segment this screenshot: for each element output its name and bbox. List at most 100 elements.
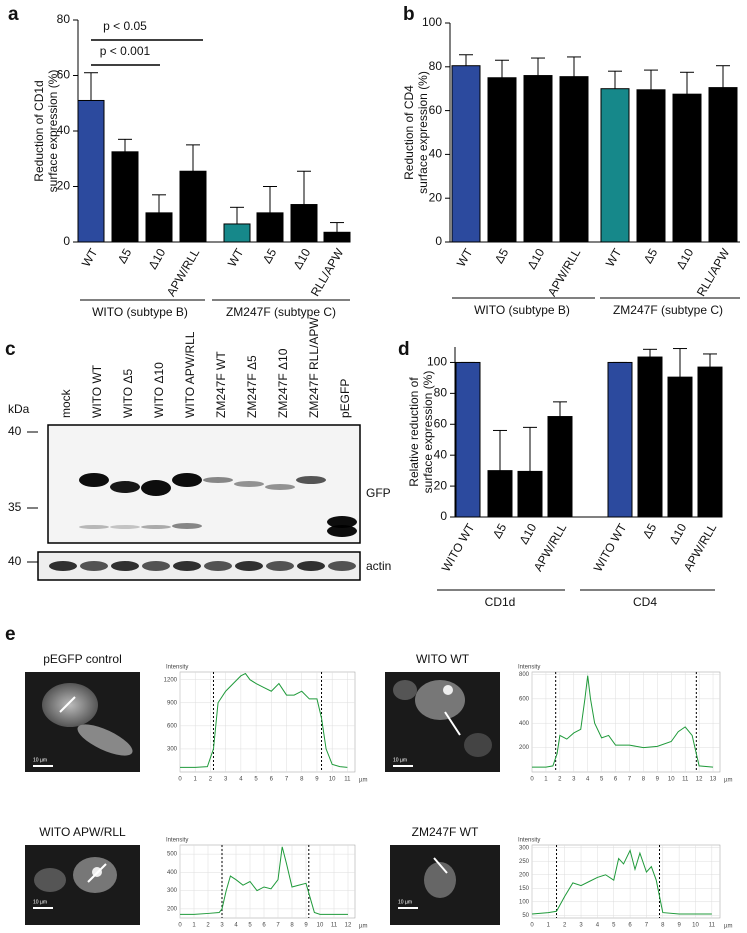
band	[172, 473, 202, 487]
x-tick-label: 1	[194, 777, 198, 783]
cell	[77, 724, 133, 756]
x-tick-label: 8	[642, 777, 646, 783]
y-tick-label: 60	[434, 416, 448, 430]
bar	[607, 361, 633, 518]
y-tick-label: 200	[519, 872, 530, 878]
x-tick-label: APW/RLL	[164, 246, 203, 299]
x-tick-label: 11	[331, 923, 338, 929]
scale-label: 10 µm	[33, 899, 47, 905]
x-tick-label: 4	[239, 777, 243, 783]
x-tick-label: 5	[254, 777, 258, 783]
x-tick-label: 3	[579, 923, 583, 929]
x-tick-label: 8	[661, 923, 665, 929]
x-tick-label: 4	[596, 923, 600, 929]
intensity-profile	[180, 672, 348, 768]
x-tick-label: 10	[692, 923, 699, 929]
profile-line	[433, 857, 448, 874]
lane-label: ZM247F Δ5	[245, 355, 259, 418]
plot-area	[531, 671, 721, 773]
x-tick-label: 9	[304, 923, 308, 929]
lane-label: pEGFP	[338, 379, 352, 418]
panel-letter: b	[403, 4, 415, 25]
y-axis-label: Intensity	[518, 838, 540, 844]
x-tick-label: 6	[628, 923, 632, 929]
profile-line	[87, 863, 107, 883]
x-tick-label: 8	[300, 777, 304, 783]
y-tick-label: 900	[167, 700, 178, 706]
y-axis-label: surface expression (%)	[421, 371, 435, 494]
x-tick-label: 9	[677, 923, 681, 929]
y-tick-label: 100	[427, 355, 447, 369]
group-label: ZM247F (subtype C)	[613, 303, 723, 317]
y-tick-label: 1200	[164, 677, 178, 683]
band	[297, 561, 325, 571]
x-tick-label: Δ5	[490, 521, 510, 541]
bar	[455, 361, 481, 518]
bar	[256, 212, 284, 243]
significance-label: p < 0.05	[103, 19, 147, 33]
band	[110, 481, 140, 493]
x-tick-label: Δ5	[640, 521, 660, 541]
y-tick-label: 0	[435, 234, 442, 248]
y-tick-label: 250	[519, 859, 530, 865]
band	[79, 525, 109, 529]
x-tick-label: Δ10	[667, 521, 690, 547]
x-tick-label: RLL/APW	[694, 246, 733, 299]
x-tick-label: 11	[344, 777, 351, 783]
x-unit-label: µm	[359, 778, 367, 784]
x-tick-label: 10	[317, 923, 324, 929]
x-tick-label: WITO WT	[439, 521, 478, 575]
x-tick-label: 8	[290, 923, 294, 929]
x-tick-label: 1	[547, 923, 551, 929]
profile-line	[59, 696, 76, 713]
y-tick-label: 80	[429, 59, 443, 73]
cell	[464, 733, 492, 757]
bar	[697, 366, 723, 518]
plot-area	[531, 844, 721, 919]
x-tick-label: 9	[315, 777, 319, 783]
lane-label: WITO Δ10	[152, 362, 166, 418]
y-tick-label: 200	[167, 906, 178, 912]
y-axis-label: surface expression (%)	[46, 70, 60, 193]
band	[203, 477, 233, 483]
x-tick-label: 12	[345, 923, 352, 929]
band	[142, 561, 170, 571]
profile-line	[444, 711, 461, 736]
y-tick-label: 20	[57, 179, 71, 193]
x-tick-label: 2	[563, 923, 567, 929]
x-tick-label: Δ5	[260, 246, 280, 266]
x-tick-label: 10	[329, 777, 336, 783]
band	[235, 561, 263, 571]
y-tick-label: 0	[63, 234, 70, 248]
y-axis-label: Relative reduction of	[407, 377, 421, 487]
scale-label: 10 µm	[393, 757, 407, 763]
bar	[145, 212, 173, 243]
y-tick-label: 800	[519, 672, 530, 678]
lane-label: WITO APW/RLL	[183, 331, 197, 418]
x-tick-label: 10	[668, 777, 675, 783]
y-tick-label: 50	[522, 913, 529, 919]
cell	[393, 680, 417, 700]
marker-label: 35	[8, 500, 22, 514]
image-title: pEGFP control	[43, 652, 121, 666]
x-tick-label: WT	[79, 246, 101, 270]
band-label: actin	[366, 559, 391, 573]
x-tick-label: 2	[206, 923, 210, 929]
x-tick-label: WT	[225, 246, 247, 270]
band	[204, 561, 232, 571]
cell	[42, 683, 98, 727]
x-tick-label: 7	[645, 923, 649, 929]
bar	[77, 99, 105, 243]
y-axis-label: Intensity	[166, 838, 188, 844]
x-tick-label: 7	[628, 777, 632, 783]
x-tick-label: 7	[285, 777, 289, 783]
x-tick-label: Δ10	[517, 521, 540, 547]
y-tick-label: 80	[57, 12, 71, 26]
x-tick-label: Δ5	[641, 246, 661, 266]
x-tick-label: 5	[248, 923, 252, 929]
x-tick-label: 6	[262, 923, 266, 929]
bar	[517, 470, 543, 518]
x-tick-label: 7	[276, 923, 280, 929]
y-axis-label: surface expression (%)	[416, 71, 430, 194]
